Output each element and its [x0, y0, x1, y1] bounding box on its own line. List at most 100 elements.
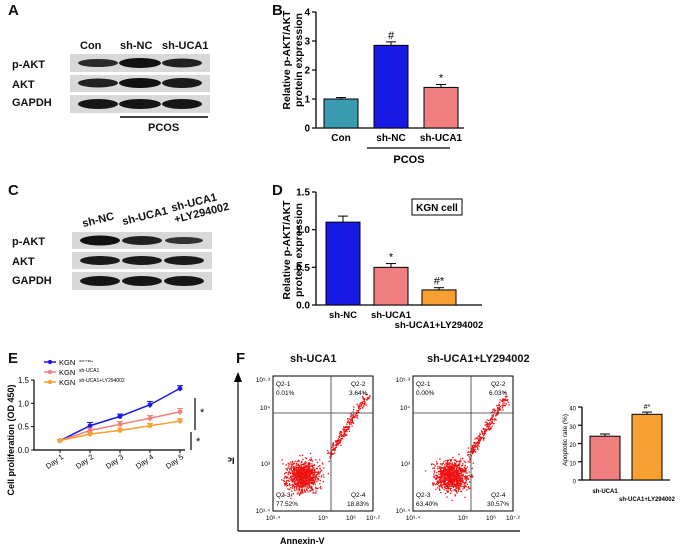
f-title-left: sh-UCA1 — [290, 353, 337, 365]
blot-c-col-label: sh-UCA1 — [121, 205, 170, 228]
panel-letter-b: B — [272, 2, 283, 19]
category-label: sh-UCA1 — [592, 489, 618, 495]
flow-y-tick: 10⁴ — [260, 405, 270, 412]
legend-label: KGN — [59, 360, 75, 367]
legend-marker — [47, 360, 53, 365]
panel-letter-d: D — [272, 182, 283, 199]
significance-label: * — [389, 252, 394, 264]
e-sig-mark: * — [200, 407, 205, 419]
d-legend-text: KGN cell — [416, 203, 458, 214]
data-point — [57, 438, 63, 444]
y-tick-label: 3 — [304, 37, 310, 48]
flow-x-tick: 10⁵ — [458, 515, 468, 522]
bar — [421, 289, 457, 306]
flow-y-tick: 10³ — [261, 461, 271, 468]
legend-label: KGN — [59, 368, 75, 377]
blot-c-row-label: GAPDH — [12, 275, 52, 287]
b-ylabel: Relative p-AKT/AKT — [281, 10, 293, 110]
e-lines — [57, 385, 183, 444]
y-tick-label: 10 — [569, 461, 576, 467]
f-bar-ylabel: Apoptotic rate (%) — [562, 414, 569, 466]
y-tick-label: 4 — [304, 8, 310, 19]
f-plot-left: Q2-1 0.01% Q2-2 3.64% Q2-3 77.52% Q2-4 18.83% 10… — [256, 375, 381, 522]
x-tick-label: Day 2 — [74, 452, 95, 471]
f-plot-right: Q2-1 0.00% Q2-2 6.03% Q2-3 63.40% Q2-4 30.57% 10… — [396, 375, 521, 522]
x-tick-label: Day 5 — [164, 452, 185, 471]
panel-b-bar-chart: Relative p-AKT/AKT protein expression 0 1… — [281, 8, 464, 166]
d-bars: sh-NC * sh-UCA1 #* sh-UCA1+LY294002 — [325, 215, 484, 331]
significance-label: * — [439, 73, 444, 85]
significance-label: #* — [434, 276, 445, 288]
data-point — [147, 402, 153, 408]
quadrant-label: 0.00% — [416, 390, 435, 397]
e-ylabel: Cell proliferation (OD 450) — [6, 384, 16, 495]
x-tick-label: Day 3 — [104, 452, 125, 471]
blot-c-col-label: sh-NC — [81, 210, 116, 230]
flow-y-tick: 10³·⁴ — [396, 508, 411, 515]
flow-y-tick: 10⁵·³ — [256, 377, 271, 384]
flow-y-tick: 10³·⁴ — [256, 508, 271, 515]
flow-x-tick: 10³·⁴ — [406, 515, 421, 522]
data-point — [177, 409, 183, 415]
blot-a-col-label: sh-UCA1 — [162, 40, 209, 52]
blot-c-col-label: sh-UCA1 +LY294002 — [170, 189, 230, 226]
quadrant-label: 30.57% — [487, 501, 509, 508]
y-tick-label: 0 — [573, 480, 577, 486]
quadrant-label: Q2-4 — [351, 492, 366, 499]
y-tick-label: 0.5 — [296, 263, 310, 274]
blot-a-image — [70, 54, 210, 113]
blot-a-group-label: PCOS — [148, 122, 180, 134]
y-tick-label: 1 — [304, 95, 310, 106]
blot-a-col-label: Con — [80, 40, 102, 52]
blot-a-group-line — [120, 116, 208, 118]
bar — [631, 413, 663, 481]
f-ylabel: PI — [228, 456, 235, 466]
bar — [589, 435, 621, 481]
b-bars: Con # sh-NC * sh-UCA1 — [323, 30, 463, 144]
f-bars: sh-UCA1 #* sh-UCA1+LY294002 — [589, 404, 676, 503]
y-tick-label: 1.5 — [18, 376, 30, 385]
flow-y-tick: 10⁵·³ — [396, 377, 411, 384]
bar — [373, 44, 409, 129]
legend-sup: sh-UCA1 — [79, 368, 100, 374]
y-tick-label: 1.0 — [18, 399, 30, 408]
d-ylabel: protein expression — [293, 203, 305, 297]
e-sig-mark: * — [196, 436, 201, 448]
panel-letter-a: A — [8, 2, 19, 19]
significance-label: #* — [644, 404, 651, 411]
quadrant-label: Q2-4 — [491, 492, 506, 499]
bar — [423, 86, 459, 129]
f-xlabel: Annexin-V — [280, 536, 325, 545]
panel-d-bar-chart: Relative p-AKT/AKT protein expression 0.… — [281, 188, 484, 332]
data-point — [147, 423, 153, 429]
data-point — [177, 418, 183, 424]
blot-a-row-label: GAPDH — [12, 97, 52, 109]
y-tick-label: 30 — [569, 425, 576, 431]
flow-x-tick: 10³·⁴ — [266, 515, 281, 522]
y-tick-label: 0.0 — [296, 301, 310, 312]
category-label: Con — [331, 133, 350, 144]
d-legend-box — [411, 198, 463, 216]
quadrant-label: Q2-3 — [276, 492, 291, 499]
flow-x-tick: 10⁶ — [486, 515, 496, 522]
panel-letter-e: E — [8, 350, 19, 367]
category-label: sh-UCA1+LY294002 — [619, 497, 676, 503]
data-point — [87, 423, 93, 429]
data-point — [117, 414, 123, 419]
f-title-right: sh-UCA1+LY294002 — [427, 353, 530, 365]
e-significance: * * — [190, 398, 205, 450]
legend-sup: sh-NC — [79, 360, 94, 364]
bar — [325, 221, 361, 306]
blot-a-row-label: AKT — [12, 79, 35, 91]
category-label: sh-UCA1+LY294002 — [395, 320, 484, 331]
blot-a-col-label: sh-NC — [120, 40, 153, 52]
quadrant-label: Q2-1 — [276, 381, 291, 388]
data-point — [117, 428, 123, 433]
legend-marker — [47, 369, 53, 375]
y-tick-label: 0.0 — [18, 446, 30, 455]
y-tick-label: 40 — [569, 407, 576, 413]
x-tick-label: Day 1 — [44, 452, 65, 471]
legend-marker — [47, 379, 53, 385]
data-point — [117, 421, 123, 427]
